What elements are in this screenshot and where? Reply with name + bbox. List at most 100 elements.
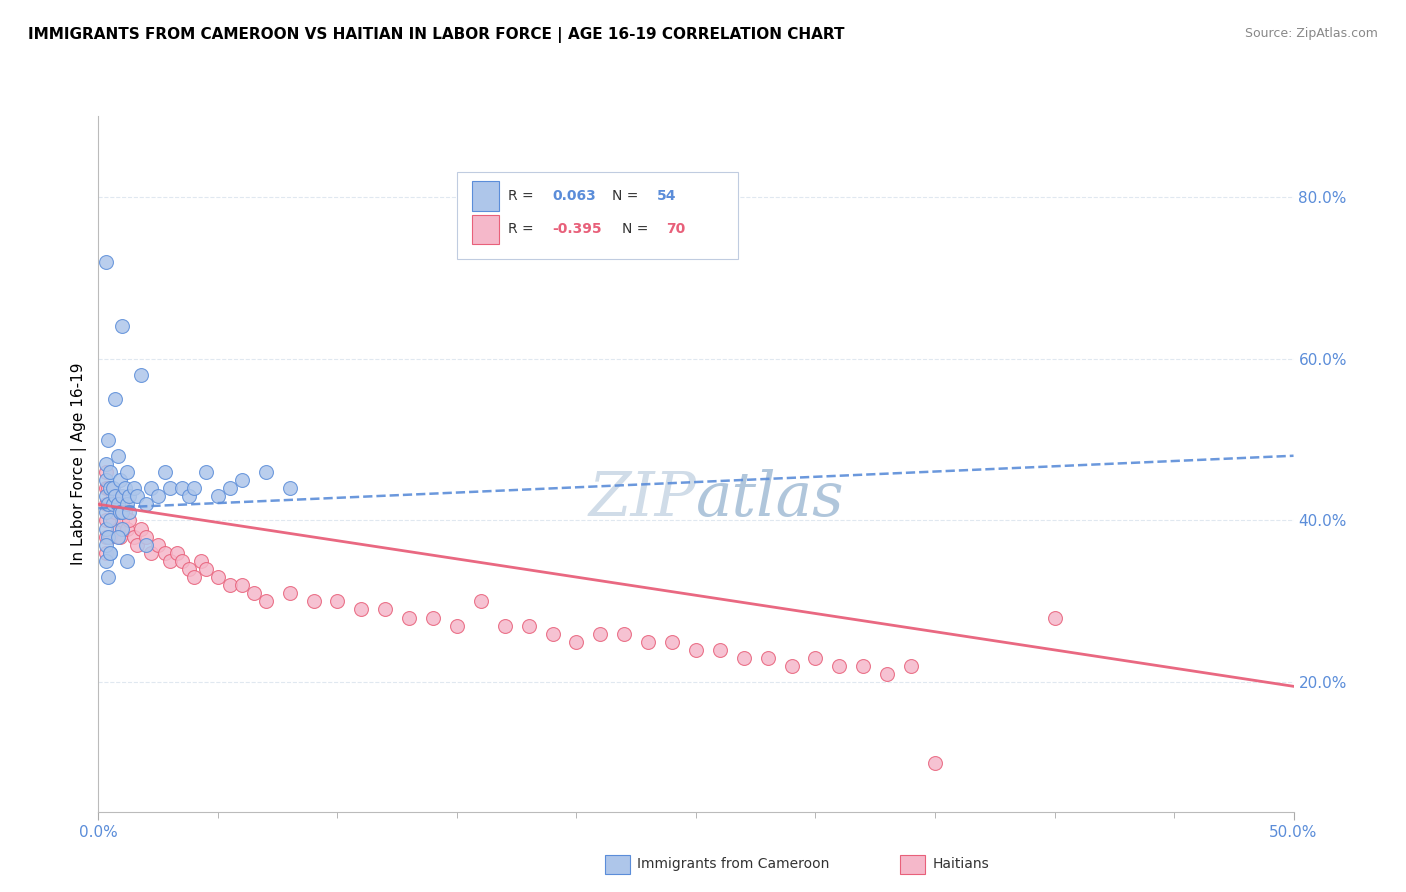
Point xyxy=(98,481,122,495)
Point xyxy=(97,570,120,584)
Text: IMMIGRANTS FROM CAMEROON VS HAITIAN IN LABOR FORCE | AGE 16-19 CORRELATION CHART: IMMIGRANTS FROM CAMEROON VS HAITIAN IN L… xyxy=(28,27,845,43)
Point xyxy=(98,497,122,511)
Point xyxy=(207,489,229,503)
Point xyxy=(1043,610,1066,624)
Text: -0.395: -0.395 xyxy=(553,222,602,236)
Point xyxy=(637,635,659,649)
Point xyxy=(709,643,731,657)
Point xyxy=(398,610,420,624)
Point xyxy=(108,505,131,519)
Point xyxy=(613,626,636,640)
Point xyxy=(94,554,117,568)
Point xyxy=(115,554,138,568)
Point xyxy=(190,554,212,568)
Point xyxy=(194,562,217,576)
Text: 54: 54 xyxy=(657,189,676,203)
Bar xyxy=(472,215,499,244)
Point xyxy=(98,530,122,544)
Point xyxy=(517,618,540,632)
Point xyxy=(374,602,396,616)
Point xyxy=(114,505,136,519)
Point xyxy=(101,481,124,495)
Point xyxy=(111,513,134,527)
Point xyxy=(111,489,134,503)
Point xyxy=(148,489,170,503)
Text: 0.063: 0.063 xyxy=(553,189,596,203)
Point xyxy=(107,489,129,503)
Point xyxy=(115,497,138,511)
Point xyxy=(114,481,136,495)
Point xyxy=(97,497,120,511)
Point xyxy=(326,594,349,608)
Text: Source: ZipAtlas.com: Source: ZipAtlas.com xyxy=(1244,27,1378,40)
Point xyxy=(135,538,157,552)
Text: R =: R = xyxy=(509,222,538,236)
Point xyxy=(94,465,117,479)
Point xyxy=(565,635,588,649)
Point xyxy=(104,392,127,406)
Point xyxy=(828,659,851,673)
Point xyxy=(94,481,117,495)
Point xyxy=(139,546,162,560)
Point xyxy=(94,489,117,503)
Point xyxy=(135,530,157,544)
Text: N =: N = xyxy=(612,189,643,203)
Point xyxy=(219,578,242,592)
Point xyxy=(139,481,162,495)
Point xyxy=(661,635,683,649)
Point xyxy=(207,570,229,584)
Point xyxy=(422,610,444,624)
Point xyxy=(780,659,803,673)
Point xyxy=(104,489,127,503)
FancyBboxPatch shape xyxy=(457,171,738,259)
Point xyxy=(131,522,153,536)
Point xyxy=(94,538,117,552)
Point xyxy=(118,505,141,519)
Point xyxy=(97,481,120,495)
Point xyxy=(350,602,373,616)
Point xyxy=(115,522,138,536)
Point xyxy=(115,465,138,479)
Point xyxy=(98,513,122,527)
Point xyxy=(125,489,148,503)
Point xyxy=(108,530,131,544)
Point xyxy=(900,659,922,673)
Point xyxy=(94,546,117,560)
Bar xyxy=(472,181,499,211)
Point xyxy=(155,546,177,560)
Point xyxy=(107,522,129,536)
Point xyxy=(104,505,127,519)
Point xyxy=(194,465,217,479)
Point xyxy=(111,319,134,334)
Point xyxy=(118,489,141,503)
Point xyxy=(876,667,898,681)
Point xyxy=(183,481,205,495)
Point xyxy=(231,473,253,487)
Text: R =: R = xyxy=(509,189,538,203)
Point xyxy=(131,368,153,382)
Point xyxy=(101,513,124,527)
Point xyxy=(97,497,120,511)
Point xyxy=(852,659,875,673)
Point xyxy=(97,433,120,447)
Point xyxy=(94,505,117,519)
Point xyxy=(589,626,612,640)
Point xyxy=(124,530,146,544)
Text: ZIP: ZIP xyxy=(588,468,696,529)
Point xyxy=(108,473,131,487)
Point xyxy=(125,538,148,552)
Point xyxy=(541,626,564,640)
Point xyxy=(254,465,277,479)
Point xyxy=(804,651,827,665)
Point xyxy=(166,546,188,560)
Point xyxy=(159,481,181,495)
Point xyxy=(107,497,129,511)
Text: atlas: atlas xyxy=(696,468,845,529)
Point xyxy=(685,643,707,657)
Point xyxy=(172,554,194,568)
Point xyxy=(179,562,201,576)
Point xyxy=(101,489,124,503)
Point xyxy=(98,465,122,479)
Point xyxy=(172,481,194,495)
Point xyxy=(94,530,117,544)
